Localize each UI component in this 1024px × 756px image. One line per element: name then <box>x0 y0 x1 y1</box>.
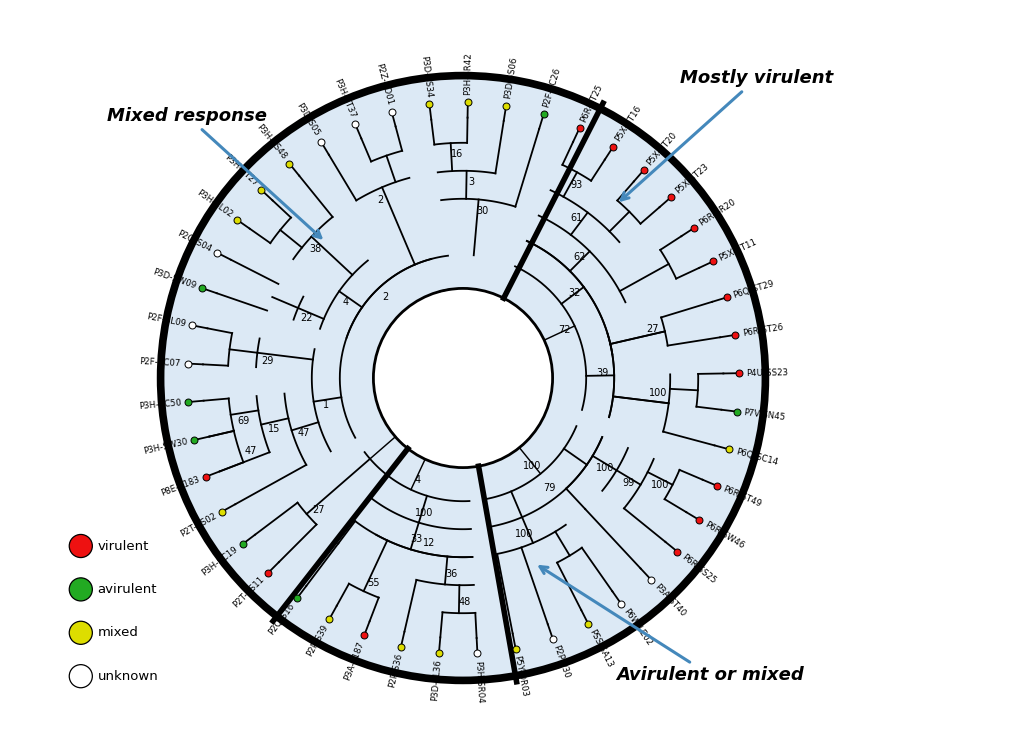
Text: 100: 100 <box>523 461 541 471</box>
Text: 47: 47 <box>245 446 257 456</box>
Text: P3H-ST37: P3H-ST37 <box>332 77 356 119</box>
Text: 27: 27 <box>646 324 659 334</box>
Text: unknown: unknown <box>97 670 159 683</box>
Text: 16: 16 <box>451 149 463 159</box>
Text: P3H-ST27: P3H-ST27 <box>222 153 259 188</box>
Text: P2Z-CD01: P2Z-CD01 <box>375 62 394 106</box>
Text: 4: 4 <box>415 476 421 485</box>
Text: P2Q-S16: P2Q-S16 <box>267 601 296 637</box>
Text: 32: 32 <box>568 288 581 298</box>
Text: 79: 79 <box>543 483 555 494</box>
Text: 30: 30 <box>476 206 488 216</box>
Text: 100: 100 <box>415 507 433 518</box>
Circle shape <box>70 534 92 558</box>
Text: 100: 100 <box>515 529 534 539</box>
Text: P2T-SS11: P2T-SS11 <box>231 575 266 609</box>
Text: P2Q-S04: P2Q-S04 <box>176 229 213 253</box>
Text: 12: 12 <box>423 538 435 547</box>
Text: P5X-ST23: P5X-ST23 <box>674 163 711 196</box>
Circle shape <box>374 288 553 468</box>
Text: Mixed response: Mixed response <box>108 107 321 237</box>
Text: 27: 27 <box>312 506 325 516</box>
Text: 100: 100 <box>596 463 613 473</box>
Text: 100: 100 <box>650 480 669 490</box>
Circle shape <box>70 578 92 601</box>
Text: 39: 39 <box>597 368 609 378</box>
Text: 15: 15 <box>267 423 280 434</box>
Text: P3D-SS06: P3D-SS06 <box>503 56 518 99</box>
Text: P6W-LE02: P6W-LE02 <box>622 607 653 648</box>
Text: 2: 2 <box>382 293 388 302</box>
Text: mixed: mixed <box>97 626 138 640</box>
Text: P6R-SR20: P6R-SR20 <box>697 197 737 228</box>
Text: P6R-SS25: P6R-SS25 <box>680 553 718 585</box>
Text: P3H-SR04: P3H-SR04 <box>473 660 484 703</box>
Text: P5X-ST11: P5X-ST11 <box>718 237 759 262</box>
Text: 99: 99 <box>623 479 635 488</box>
Text: P2P-P30: P2P-P30 <box>551 644 570 680</box>
Text: 2: 2 <box>377 195 383 206</box>
Text: P5X-ST16: P5X-ST16 <box>613 104 643 144</box>
Text: 62: 62 <box>573 253 586 262</box>
Text: P3H-SS48: P3H-SS48 <box>255 122 289 161</box>
Text: P3H-SR42: P3H-SR42 <box>464 52 473 95</box>
Text: 47: 47 <box>298 428 310 438</box>
Text: Mostly virulent: Mostly virulent <box>622 69 834 200</box>
Text: P3H-SC50: P3H-SC50 <box>138 398 181 411</box>
Text: P3D-SW09: P3D-SW09 <box>152 267 197 290</box>
Text: P6R-ST25: P6R-ST25 <box>579 82 604 123</box>
Text: P6Q-SC14: P6Q-SC14 <box>735 447 779 466</box>
Text: 72: 72 <box>558 325 570 335</box>
Text: 1: 1 <box>323 400 329 410</box>
Text: 4: 4 <box>342 297 348 307</box>
Text: 29: 29 <box>261 356 274 366</box>
Text: P5Y-OR03: P5Y-OR03 <box>513 655 529 698</box>
Text: 100: 100 <box>649 389 668 398</box>
Text: 38: 38 <box>309 244 322 255</box>
Circle shape <box>70 621 92 644</box>
Text: P3A-ST40: P3A-ST40 <box>652 582 687 618</box>
Text: P3D-SS34: P3D-SS34 <box>419 54 433 98</box>
Text: P2F-SC26: P2F-SC26 <box>542 67 562 109</box>
Text: P6Q-ST29: P6Q-ST29 <box>732 279 775 299</box>
Text: P3D-S05: P3D-S05 <box>295 101 322 138</box>
Text: P2T-SS02: P2T-SS02 <box>178 511 218 538</box>
Text: P3A-P187: P3A-P187 <box>343 640 366 682</box>
Text: 69: 69 <box>237 416 249 426</box>
Text: avirulent: avirulent <box>97 583 158 596</box>
Circle shape <box>70 665 92 688</box>
Text: P3D-SL36: P3D-SL36 <box>430 659 442 702</box>
Circle shape <box>161 76 765 680</box>
Text: P6R-ST49: P6R-ST49 <box>722 485 763 509</box>
Text: P8E-P183: P8E-P183 <box>159 475 201 498</box>
Text: 22: 22 <box>300 313 312 323</box>
Text: virulent: virulent <box>97 540 150 553</box>
Text: P2P-S39: P2P-S39 <box>305 623 330 658</box>
Text: 36: 36 <box>444 569 457 578</box>
Text: Avirulent or mixed: Avirulent or mixed <box>540 566 805 684</box>
Text: PSS-SA13: PSS-SA13 <box>588 628 614 669</box>
Text: P3H-SL02: P3H-SL02 <box>195 188 233 219</box>
Text: P4U-SS23: P4U-SS23 <box>745 368 787 377</box>
Text: 61: 61 <box>570 213 583 224</box>
Text: 48: 48 <box>459 597 471 607</box>
Text: 93: 93 <box>570 180 583 190</box>
Text: P6R-SW46: P6R-SW46 <box>703 520 745 550</box>
Text: P7V-SN45: P7V-SN45 <box>743 408 786 422</box>
Text: P2P-S36: P2P-S36 <box>387 652 403 689</box>
Text: P5X-ST20: P5X-ST20 <box>645 131 679 168</box>
Text: P3H-SC19: P3H-SC19 <box>201 544 240 578</box>
Text: 33: 33 <box>411 534 423 544</box>
Text: 3: 3 <box>469 177 474 187</box>
Text: P2F-SL09: P2F-SL09 <box>145 312 186 328</box>
Text: P3H-SW30: P3H-SW30 <box>142 437 188 456</box>
Text: P6R-ST26: P6R-ST26 <box>741 323 783 338</box>
Text: 55: 55 <box>368 578 380 588</box>
Text: P2F-SC07: P2F-SC07 <box>139 357 181 367</box>
